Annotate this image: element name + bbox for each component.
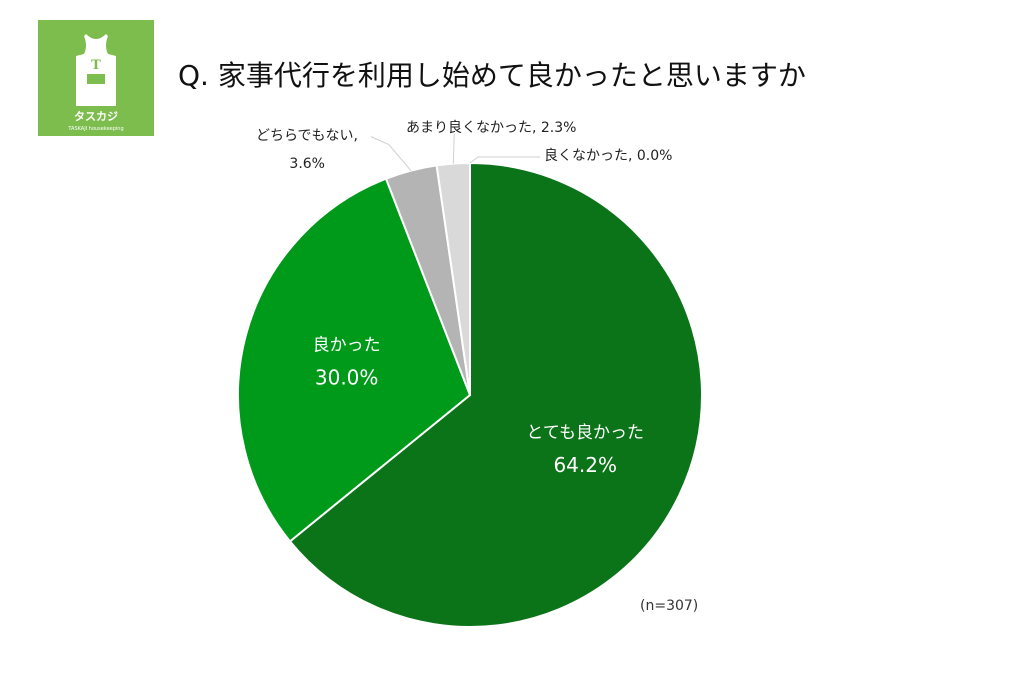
leader-line-2 xyxy=(370,136,412,171)
brand-logo: T タスカジ TASKAJI housekeeping xyxy=(38,20,154,136)
logo-tagline: TASKAJI housekeeping xyxy=(67,126,123,132)
slice-label-0: とても良かった xyxy=(526,423,644,443)
sample-size-note: (n=307) xyxy=(640,598,699,614)
logo-brand: タスカジ xyxy=(74,110,118,123)
leader-line-3 xyxy=(452,133,455,164)
slice-value-label-2: 3.6% xyxy=(289,156,325,172)
apron-icon xyxy=(76,34,116,106)
logo-letter: T xyxy=(91,58,101,73)
slice-label-4: 良くなかった, 0.0% xyxy=(544,148,672,164)
pie-slice-1 xyxy=(237,177,472,543)
slice-value-label-1: 30.0% xyxy=(315,365,379,389)
pie-slice-0 xyxy=(288,161,703,628)
page-title: Q. 家事代行を利用し始めて良かったと思いますか xyxy=(178,59,806,92)
leader-line-4 xyxy=(469,156,540,164)
slice-label-1: 良かった xyxy=(313,335,381,355)
slice-label-2: どちらでもない, xyxy=(256,128,358,144)
slice-label-3: あまり良くなかった, 2.3% xyxy=(406,120,576,136)
pie-slice-3 xyxy=(435,161,471,396)
slice-value-label-0: 64.2% xyxy=(553,453,617,477)
